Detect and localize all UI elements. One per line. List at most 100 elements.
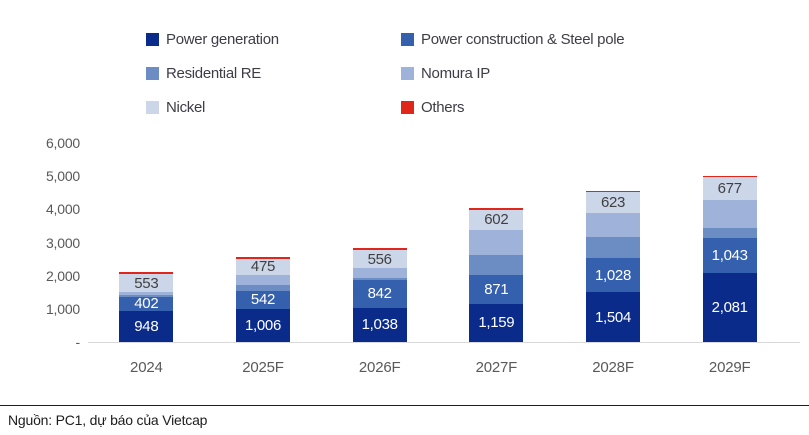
- bar-segment-nomura-ip: [702, 199, 757, 229]
- legend-swatch-icon: [146, 32, 159, 46]
- bar-segment-nomura-ip: [469, 229, 524, 255]
- legend-item-power-construction-steel-pole: Power construction & Steel pole: [401, 30, 625, 48]
- bar-value-label: 1,028: [594, 266, 632, 284]
- bar-value-label: 1,504: [594, 308, 632, 326]
- x-axis-label-2027f: 2027F: [475, 359, 518, 376]
- stacked-bar-2025f: 1,006 542 475: [236, 257, 290, 342]
- legend-label: Residential RE: [166, 64, 262, 82]
- bar-segment-others: [702, 175, 757, 178]
- legend-item-nickel: Nickel: [146, 98, 401, 116]
- bar-value-label: 948: [134, 317, 159, 335]
- bar-segment-others: [586, 190, 641, 193]
- legend-item-power-generation: Power generation: [146, 30, 401, 48]
- bar-column-2027f: 1,159 871 602: [438, 208, 555, 342]
- bar-column-2029f: 2,081 1,043 677: [671, 175, 788, 342]
- bar-segment-power-generation: 1,006: [236, 308, 290, 342]
- bar-segment-power-generation: 2,081: [702, 272, 757, 342]
- bar-segment-power-construction-steel-pole: 402: [119, 295, 174, 313]
- legend-swatch-icon: [146, 100, 159, 114]
- bar-segment-power-construction-steel-pole: 871: [469, 274, 524, 304]
- bar-value-label: 871: [484, 280, 509, 298]
- bar-value-label: 542: [250, 291, 276, 309]
- x-axis-labels: 2024 2025F 2026F 2027F 2028F 2029F: [88, 359, 788, 376]
- y-axis-tick: 6,000: [45, 135, 80, 151]
- stacked-bar-2028f: 1,504 1,028 623: [586, 190, 641, 342]
- bar-segment-others: [469, 208, 524, 210]
- y-axis-tick: 2,000: [45, 267, 80, 284]
- stacked-bar-chart: 948 402 553 1,006 542 475 1,038 842 556 1,159 871 6…: [0, 135, 809, 385]
- bar-segment-nomura-ip: [352, 268, 407, 278]
- legend-item-residential-re: Residential RE: [146, 64, 401, 82]
- bar-segment-others: [236, 257, 290, 260]
- stacked-bar-2027f: 1,159 871 602: [469, 208, 524, 342]
- bar-segment-others: [119, 272, 174, 274]
- bar-segment-residential-re: [469, 254, 524, 275]
- bar-segment-power-construction-steel-pole: 1,043: [702, 238, 757, 273]
- bar-value-label: 402: [134, 295, 159, 313]
- bar-value-label: 553: [134, 274, 159, 292]
- bar-column-2028f: 1,504 1,028 623: [555, 190, 672, 342]
- source-note: Nguồn: PC1, dự báo của Vietcap: [8, 412, 208, 428]
- x-axis-label-2028f: 2028F: [592, 359, 634, 376]
- bar-segment-residential-re: [236, 284, 290, 291]
- legend-swatch-icon: [401, 100, 414, 114]
- y-axis-tick: -: [75, 334, 81, 350]
- bar-segment-nickel: 623: [586, 192, 641, 214]
- legend-swatch-icon: [146, 66, 159, 80]
- x-axis-label-2029f: 2029F: [708, 359, 751, 376]
- bar-segment-nickel: 677: [702, 177, 757, 200]
- y-axis-tick: 1,000: [45, 300, 80, 317]
- bar-segment-nomura-ip: [586, 213, 641, 238]
- bar-segment-residential-re: [119, 295, 174, 298]
- x-axis-line: [88, 342, 800, 343]
- bar-segment-residential-re: [702, 228, 757, 239]
- x-axis-label-2025f: 2025F: [242, 359, 284, 376]
- y-axis-tick: 3,000: [45, 234, 80, 251]
- bar-segment-power-generation: 1,159: [469, 303, 524, 342]
- bar-value-label: 677: [717, 179, 742, 197]
- legend-label: Others: [421, 98, 465, 116]
- bar-value-label: 842: [367, 285, 392, 303]
- stacked-bar-2029f: 2,081 1,043 677: [702, 175, 757, 342]
- legend-label: Power construction & Steel pole: [421, 30, 625, 48]
- y-axis-tick: 4,000: [45, 201, 80, 218]
- bar-segment-power-generation: 1,504: [586, 292, 641, 342]
- bar-value-label: 1,006: [244, 316, 282, 334]
- legend-item-nomura-ip: Nomura IP: [401, 64, 624, 82]
- y-axis-tick: 5,000: [45, 168, 80, 185]
- bar-segment-nickel: 475: [236, 259, 290, 275]
- bar-segment-nickel: 602: [469, 209, 524, 230]
- legend-label: Nickel: [166, 98, 206, 116]
- bar-column-2026f: 1,038 842 556: [321, 248, 438, 342]
- bar-value-label: 602: [484, 211, 509, 229]
- footer-divider: [0, 405, 809, 406]
- bar-value-label: 1,038: [361, 316, 398, 334]
- bar-segment-nickel: 553: [119, 273, 174, 293]
- bar-segment-power-construction-steel-pole: 1,028: [586, 258, 641, 293]
- bar-segment-nickel: 556: [352, 249, 407, 269]
- bar-segment-nomura-ip: [236, 274, 290, 285]
- bar-value-label: 556: [367, 250, 392, 268]
- bar-segment-nomura-ip: [119, 292, 174, 296]
- bar-value-label: 1,043: [711, 247, 748, 265]
- legend-label: Power generation: [166, 30, 279, 48]
- stacked-bar-2024: 948 402 553: [119, 272, 174, 342]
- plot-area: 948 402 553 1,006 542 475 1,038 842 556 1,159 871 6…: [88, 143, 788, 342]
- legend-label: Nomura IP: [421, 64, 490, 82]
- legend-swatch-icon: [401, 66, 414, 80]
- stacked-bar-2026f: 1,038 842 556: [352, 248, 407, 342]
- bar-column-2025f: 1,006 542 475: [205, 257, 322, 342]
- bar-value-label: 1,159: [478, 314, 515, 332]
- bar-segment-power-generation: 1,038: [352, 307, 407, 342]
- bar-value-label: 475: [250, 258, 276, 276]
- bar-segment-others: [352, 248, 407, 250]
- bar-value-label: 623: [600, 194, 626, 212]
- bar-segment-power-generation: 948: [119, 310, 174, 342]
- bar-segment-power-construction-steel-pole: 842: [352, 279, 407, 308]
- bar-value-label: 2,081: [711, 298, 748, 316]
- chart-legend: Power generation Power construction & Ste…: [146, 30, 625, 116]
- legend-item-others: Others: [401, 98, 624, 116]
- bar-segment-residential-re: [352, 277, 407, 280]
- bar-segment-power-construction-steel-pole: 542: [236, 290, 290, 309]
- x-axis-label-2026f: 2026F: [358, 359, 401, 376]
